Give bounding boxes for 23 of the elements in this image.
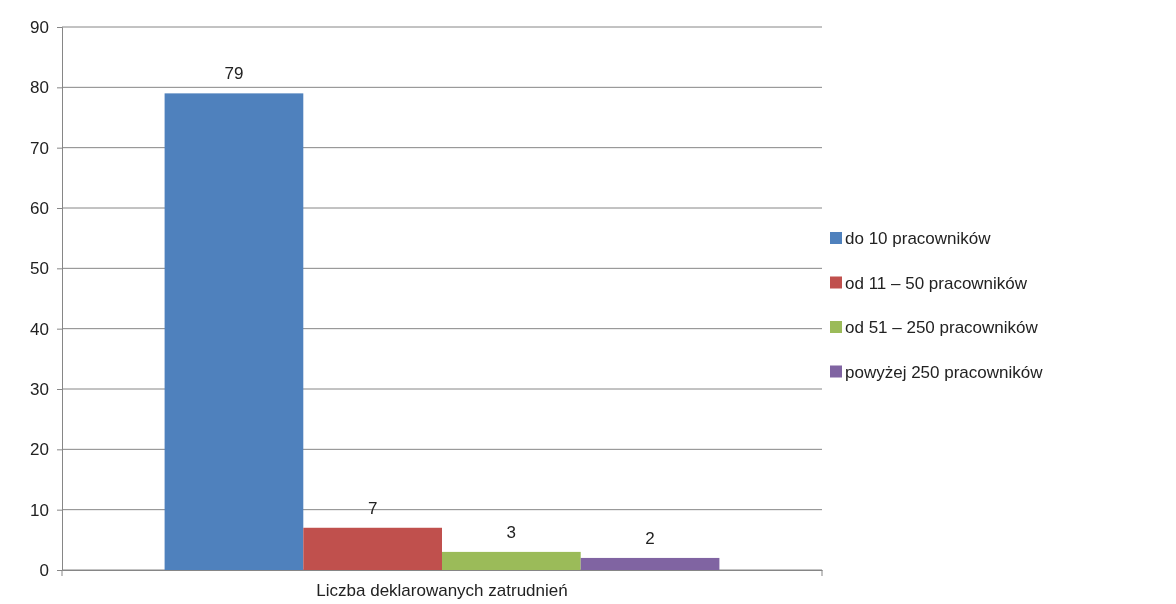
legend-label: powyżej 250 pracowników xyxy=(845,362,1044,382)
bar xyxy=(442,551,581,570)
bar xyxy=(580,557,720,570)
bar xyxy=(303,527,442,570)
data-label: 2 xyxy=(645,528,655,548)
y-tick-label: 90 xyxy=(30,17,49,37)
data-label: 3 xyxy=(506,522,517,542)
legend-label: od 11 – 50 pracowników xyxy=(845,273,1028,293)
legend-label: od 51 – 250 pracowników xyxy=(845,318,1039,337)
legend-label: do 10 pracowników xyxy=(845,229,992,248)
bar xyxy=(164,93,304,570)
x-tick-label: Liczba deklarowanych zatrudnień xyxy=(316,581,568,601)
y-tick-label: 10 xyxy=(30,500,49,520)
y-tick-label: 50 xyxy=(30,259,49,279)
y-tick-label: 70 xyxy=(30,138,49,158)
y-tick-label: 20 xyxy=(30,440,49,460)
y-tick-label: 30 xyxy=(30,379,49,399)
y-tick-label: 80 xyxy=(30,78,49,98)
data-label: 7 xyxy=(367,498,378,518)
data-label: 79 xyxy=(224,64,244,84)
y-tick-label: 40 xyxy=(30,319,49,339)
y-tick-label: 0 xyxy=(39,560,49,580)
y-tick-label: 60 xyxy=(30,198,49,218)
